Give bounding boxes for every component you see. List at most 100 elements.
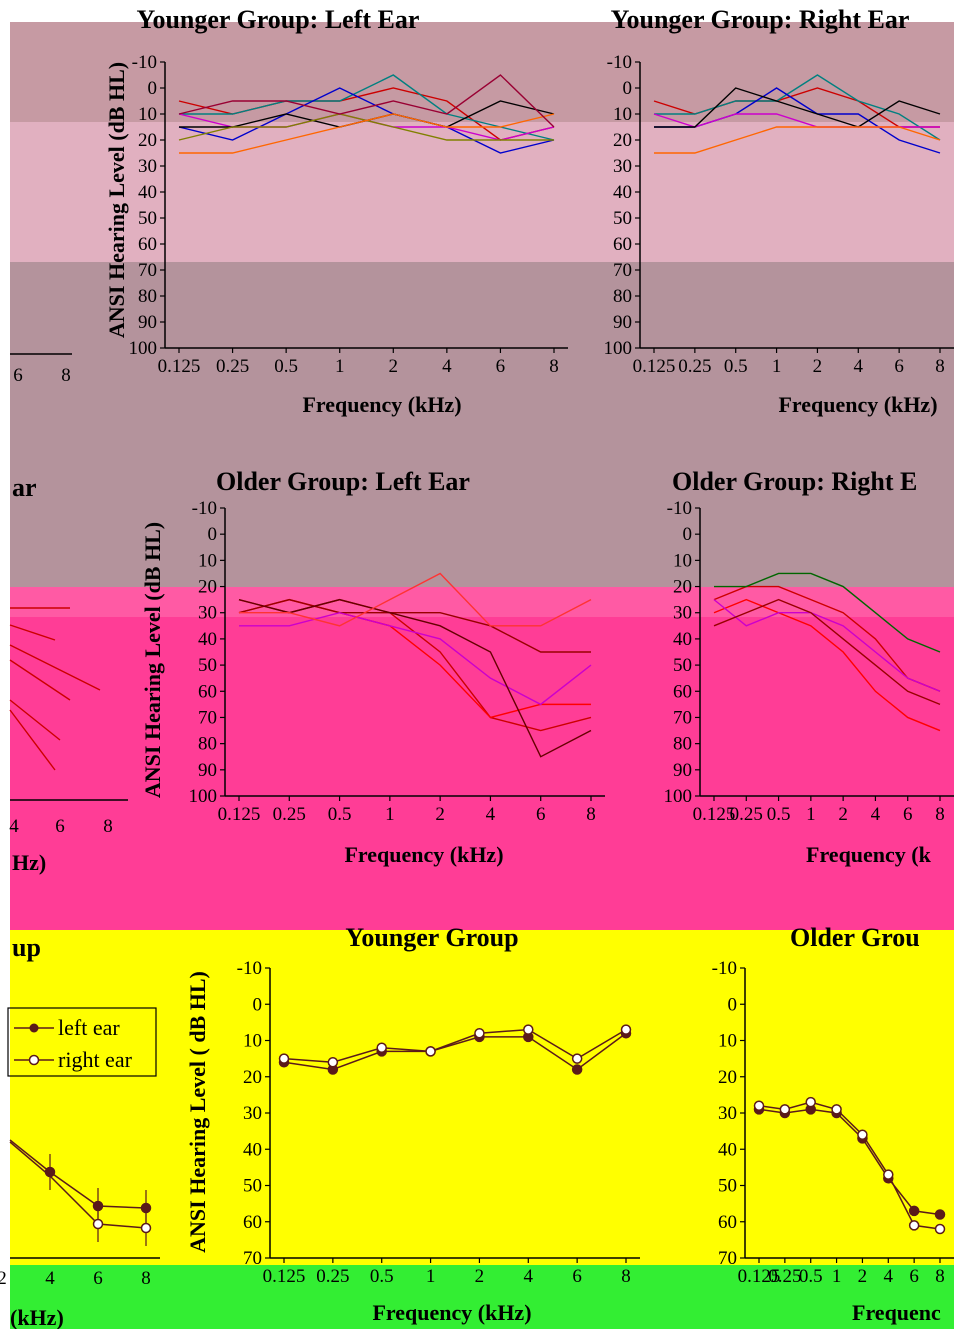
y-tick-label: 100 bbox=[604, 338, 633, 359]
data-point bbox=[831, 1104, 842, 1115]
younger-right-xlabel: Frequency (kHz) bbox=[778, 392, 937, 417]
fragment-line bbox=[9, 624, 56, 641]
series-line-6 bbox=[179, 113, 555, 154]
data-point bbox=[278, 1053, 290, 1064]
x-tick-label: 8 bbox=[935, 1266, 945, 1287]
x-tick-label: 0.25 bbox=[730, 804, 763, 825]
x-tick-label: 2 bbox=[838, 804, 848, 825]
x-tick-label: 6 bbox=[572, 1266, 582, 1287]
younger-summary-ylabel: ANSI Hearing Level ( dB HL) bbox=[185, 971, 210, 1253]
x-tick-label: 6 bbox=[903, 804, 913, 825]
series-group bbox=[238, 572, 592, 758]
y-tick-label: 90 bbox=[138, 312, 157, 333]
x-tick-label: 4 bbox=[524, 1266, 534, 1287]
data-point bbox=[376, 1042, 387, 1053]
y-tick-label: 60 bbox=[673, 681, 692, 702]
y-tick-label: 0 bbox=[253, 994, 263, 1015]
y-tick-label: -10 bbox=[132, 52, 157, 73]
x-tick-label: 0.125 bbox=[738, 1266, 781, 1287]
younger-summary-title: Younger Group bbox=[345, 923, 518, 952]
partial-group-title: up bbox=[12, 933, 41, 962]
x-tick-label: 1 bbox=[806, 804, 816, 825]
x-tick-label: 0.25 bbox=[216, 356, 249, 377]
y-tick-label: 60 bbox=[198, 681, 217, 702]
y-tick-label: 40 bbox=[138, 182, 157, 203]
series-group bbox=[278, 1024, 632, 1075]
series-line-2 bbox=[713, 599, 941, 692]
y-tick-label: 0 bbox=[148, 78, 158, 99]
x-tick-label: 2 bbox=[435, 804, 445, 825]
series-group bbox=[713, 572, 941, 732]
series-line-1 bbox=[179, 74, 555, 141]
y-tick-label: 0 bbox=[623, 78, 633, 99]
x-tick-label: 8 bbox=[549, 356, 559, 377]
series-line-2 bbox=[178, 87, 555, 154]
x-tick-label: 4 bbox=[871, 804, 881, 825]
y-tick-label: 70 bbox=[613, 260, 632, 281]
y-tick-label: 0 bbox=[728, 994, 738, 1015]
y-tick-label: 50 bbox=[718, 1176, 737, 1197]
legend: left ear right ear bbox=[7, 1007, 157, 1077]
y-tick-label: 30 bbox=[718, 1103, 737, 1124]
older-left-ylabel: ANSI Hearing Level (dB HL) bbox=[140, 522, 165, 798]
y-tick-label: 70 bbox=[198, 707, 217, 728]
data-point bbox=[571, 1064, 583, 1075]
x-tick-label: 0.25 bbox=[768, 1266, 801, 1287]
series-line-1 bbox=[713, 598, 941, 732]
y-tick-label: 40 bbox=[243, 1139, 262, 1160]
y-tick-label: 20 bbox=[243, 1067, 262, 1088]
y-tick-label: 20 bbox=[198, 577, 217, 598]
fragment-x-tick-label: 2 bbox=[0, 1268, 7, 1289]
series-line-5 bbox=[654, 126, 941, 154]
fragment-data-point bbox=[44, 1166, 56, 1178]
y-tick-label: 90 bbox=[673, 760, 692, 781]
partial-summary-fragment: 2 4 6 8 bbox=[0, 1139, 160, 1289]
series-group bbox=[653, 74, 941, 154]
younger-left-ylabel: ANSI Hearing Level (dB HL) bbox=[104, 62, 129, 338]
older-left-title: Older Group: Left Ear bbox=[216, 467, 470, 496]
y-tick-label: 10 bbox=[198, 550, 217, 571]
x-tick-label: 4 bbox=[884, 1266, 894, 1287]
data-point bbox=[883, 1169, 894, 1180]
x-tick-label: 8 bbox=[586, 804, 596, 825]
partial-x-tick-6: 6 bbox=[13, 365, 23, 386]
x-tick-label: 1 bbox=[832, 1266, 842, 1287]
x-tick-label: 4 bbox=[486, 804, 496, 825]
y-tick-label: 40 bbox=[673, 629, 692, 650]
fragment-data-point bbox=[92, 1218, 104, 1230]
older-left-xlabel: Frequency (kHz) bbox=[344, 842, 503, 867]
y-tick-label: 50 bbox=[613, 208, 632, 229]
data-point bbox=[523, 1024, 534, 1035]
fragment-line bbox=[9, 644, 101, 691]
series-line-7 bbox=[178, 74, 555, 128]
y-tick-label: 60 bbox=[243, 1212, 262, 1233]
legend-left-ear-marker bbox=[29, 1023, 39, 1033]
data-point bbox=[779, 1104, 791, 1115]
data-point bbox=[857, 1129, 868, 1140]
series-group bbox=[178, 74, 555, 154]
y-tick-label: 0 bbox=[683, 524, 693, 545]
x-tick-label: 2 bbox=[475, 1266, 485, 1287]
data-point bbox=[908, 1220, 920, 1231]
data-point bbox=[425, 1046, 436, 1057]
band-3 bbox=[10, 617, 954, 930]
y-tick-label: 10 bbox=[718, 1031, 737, 1052]
x-tick-label: 0.125 bbox=[158, 356, 201, 377]
y-tick-label: 0 bbox=[208, 524, 218, 545]
younger-left-title: Younger Group: Left Ear bbox=[137, 5, 420, 34]
band-2 bbox=[10, 262, 954, 587]
series-line-1 bbox=[654, 74, 941, 141]
x-tick-label: 0.5 bbox=[767, 804, 791, 825]
x-tick-label: 0.25 bbox=[678, 356, 711, 377]
older-summary-title: Older Grou bbox=[790, 923, 920, 952]
y-tick-label: 40 bbox=[613, 182, 632, 203]
x-tick-label: 1 bbox=[426, 1266, 436, 1287]
band-1-mid bbox=[10, 122, 954, 262]
x-tick-label: 2 bbox=[389, 356, 399, 377]
x-tick-label: 4 bbox=[442, 356, 452, 377]
x-tick-label: 6 bbox=[536, 804, 546, 825]
x-tick-label: 1 bbox=[335, 356, 345, 377]
